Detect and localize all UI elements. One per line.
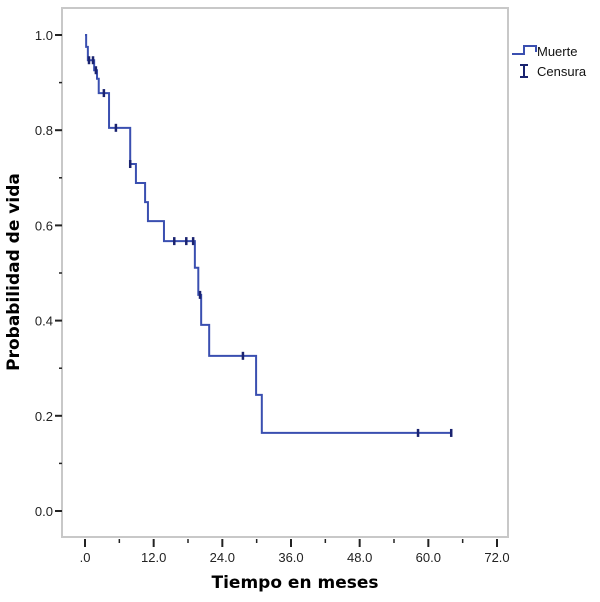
y-tick-label: 0.0 [35,504,53,519]
x-tick-label: 72.0 [484,550,509,565]
y-axis-title: Probabilidad de vida [4,173,24,371]
legend-muerte-symbol [512,45,537,55]
censor-layer [87,56,453,437]
survival-step-line [85,34,452,434]
legend-censura-label: Censura [537,64,587,79]
x-axis: .0 12.0 24.0 36.0 48.0 60.0 72.0 [80,539,510,565]
x-tick-label: 36.0 [278,550,303,565]
y-tick-label: 0.6 [35,218,53,233]
y-tick-label: 0.8 [35,123,53,138]
x-tick-label: 12.0 [141,550,166,565]
legend: Muerte Censura [512,44,587,79]
plot-frame [61,7,509,538]
y-tick-label: 0.2 [35,409,53,424]
x-tick-label: 24.0 [210,550,235,565]
series-layer [85,34,452,434]
x-axis-title: Tiempo en meses [212,573,379,593]
legend-censura-symbol [520,64,528,78]
y-tick-label: 0.4 [35,314,53,329]
y-axis: 0.0 0.2 0.4 0.6 0.8 1.0 [35,28,62,519]
x-tick-label: 60.0 [416,550,441,565]
x-tick-label: .0 [80,550,91,565]
y-tick-label: 1.0 [35,28,53,43]
legend-muerte-label: Muerte [537,44,577,59]
x-tick-label: 48.0 [347,550,372,565]
